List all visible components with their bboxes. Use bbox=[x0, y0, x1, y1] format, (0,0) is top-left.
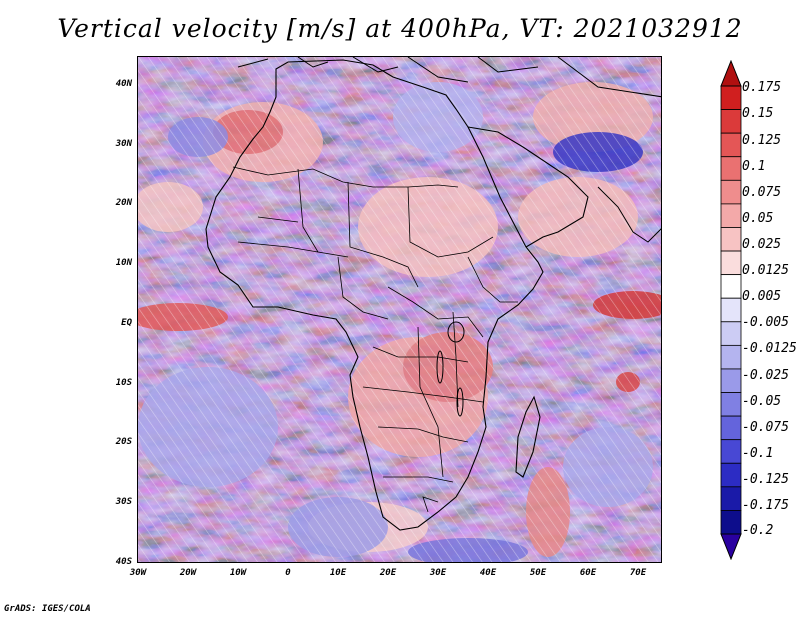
colorbar-label: 0.125 bbox=[742, 133, 782, 148]
colorbar-label: 0.05 bbox=[742, 211, 774, 226]
colorbar-label: -0.0125 bbox=[742, 341, 797, 356]
colorbar-segment bbox=[720, 85, 742, 110]
colorbar-label: 0.025 bbox=[742, 237, 782, 252]
lon-label-40e: 40E bbox=[479, 568, 497, 578]
colorbar-max-arrow bbox=[720, 60, 742, 87]
lat-label-40s: 40S bbox=[115, 557, 132, 567]
colorbar-segment bbox=[720, 156, 742, 181]
chart-title: Vertical velocity [m/s] at 400hPa, VT: 2… bbox=[57, 14, 743, 43]
colorbar-label: -0.1 bbox=[742, 446, 774, 461]
lat-label-10s: 10S bbox=[115, 378, 132, 388]
colorbar-label: -0.005 bbox=[742, 315, 789, 330]
lon-label-60e: 60E bbox=[579, 568, 597, 578]
colorbar-segment bbox=[720, 462, 742, 488]
colorbar-label: 0.0125 bbox=[742, 263, 789, 278]
colorbar-segment bbox=[720, 109, 742, 134]
lat-label-40n: 40N bbox=[115, 79, 132, 89]
lakes bbox=[436, 321, 465, 417]
colorbar-label: -0.075 bbox=[742, 420, 789, 435]
lon-label-50e: 50E bbox=[529, 568, 547, 578]
lat-label-30s: 30S bbox=[115, 497, 132, 507]
lon-label-20e: 20E bbox=[379, 568, 397, 578]
colorbar-segment bbox=[720, 344, 742, 370]
lon-label-20w: 20W bbox=[179, 568, 197, 578]
colorbar-label: -0.125 bbox=[742, 472, 789, 487]
colorbar-segment bbox=[720, 439, 742, 464]
colorbar-label: 0.175 bbox=[742, 80, 782, 95]
colorbar-segment bbox=[720, 274, 742, 299]
lat-label-eq: EQ bbox=[121, 318, 132, 328]
colorbar-label: -0.05 bbox=[742, 394, 782, 409]
coastline-india bbox=[597, 186, 661, 243]
colorbar-segment bbox=[720, 415, 742, 441]
lon-label-70e: 70E bbox=[629, 568, 647, 578]
colorbar-segment bbox=[720, 297, 742, 323]
lat-label-10n: 10N bbox=[115, 258, 132, 268]
colorbar-label: 0.1 bbox=[742, 159, 766, 174]
map-panel[interactable] bbox=[137, 56, 662, 563]
colorbar-segment bbox=[720, 132, 742, 158]
colorbar-label: 0.005 bbox=[742, 289, 782, 304]
colorbar-min-arrow bbox=[720, 533, 742, 560]
colorbar-segment bbox=[720, 227, 742, 252]
colorbar-label: 0.075 bbox=[742, 185, 782, 200]
lon-label-10w: 10W bbox=[229, 568, 247, 578]
colorbar-segment bbox=[720, 510, 742, 535]
colorbar-label: -0.025 bbox=[742, 368, 789, 383]
colorbar-segment bbox=[720, 179, 742, 205]
colorbar-label: 0.15 bbox=[742, 106, 774, 121]
lon-label-10e: 10E bbox=[329, 568, 347, 578]
coastline-africa bbox=[205, 59, 544, 531]
colorbar-segment bbox=[720, 392, 742, 417]
lon-label-30e: 30E bbox=[429, 568, 447, 578]
colorbar bbox=[720, 60, 742, 560]
coastline-europe bbox=[237, 57, 661, 98]
grads-credit: GrADS: IGES/COLA bbox=[4, 604, 91, 614]
colorbar-label: -0.175 bbox=[742, 498, 789, 513]
colorbar-segment bbox=[720, 486, 742, 511]
lat-label-20n: 20N bbox=[115, 198, 132, 208]
colorbar-segment bbox=[720, 203, 742, 228]
colorbar-label: -0.2 bbox=[742, 523, 774, 538]
coastline-madagascar bbox=[515, 395, 541, 478]
lon-label-30w: 30W bbox=[129, 568, 147, 578]
colorbar-segment bbox=[720, 250, 742, 276]
map-svg bbox=[138, 57, 661, 562]
colorbar-segment bbox=[720, 321, 742, 346]
colorbar-segment bbox=[720, 368, 742, 393]
lat-label-20s: 20S bbox=[115, 437, 132, 447]
lon-label-0: 0 bbox=[285, 568, 291, 578]
coastline-arabia bbox=[467, 126, 589, 248]
lat-label-30n: 30N bbox=[115, 139, 132, 149]
country-borders bbox=[232, 166, 518, 513]
